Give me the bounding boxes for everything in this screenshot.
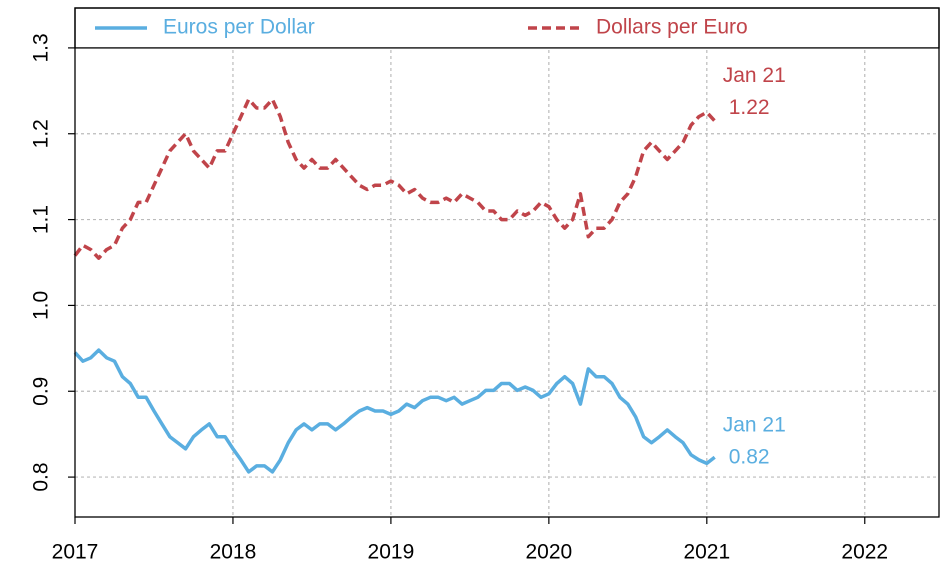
y-tick-label: 1.0 [30,291,53,320]
x-tick-label: 2019 [368,541,415,564]
annotation-label: Jan 21 [723,413,786,436]
x-tick-label: 2018 [210,541,257,564]
y-tick-label: 1.1 [30,205,53,234]
y-tick-label: 1.2 [30,119,53,148]
y-tick-label: 0.8 [30,462,53,491]
legend-label: Euros per Dollar [163,16,315,39]
plot-frame [74,7,940,518]
x-tick-label: 2022 [841,541,888,564]
annotation-value: 0.82 [729,445,770,468]
annotation-value: 1.22 [729,96,770,119]
legend-label: Dollars per Euro [596,16,748,39]
y-tick-label: 0.9 [30,377,53,406]
series-line [73,97,716,260]
series-line [73,348,716,474]
x-tick-label: 2021 [683,541,730,564]
x-tick-label: 2020 [525,541,572,564]
x-tick-label: 2017 [52,541,99,564]
y-tick-label: 1.3 [30,33,53,62]
annotation-label: Jan 21 [723,64,786,87]
